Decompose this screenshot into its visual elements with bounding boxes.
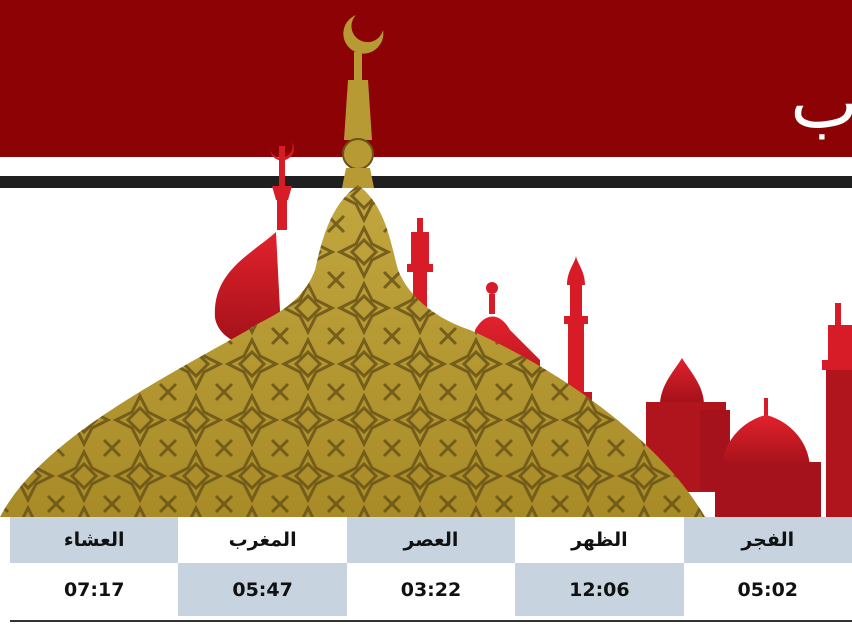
maghrib-time: 05:47 xyxy=(178,563,347,616)
dhuhr-name: الظهر xyxy=(515,517,684,563)
prayer-times-row: 07:17 05:47 03:22 12:06 05:02 xyxy=(10,563,852,616)
isha-time: 07:17 xyxy=(10,563,179,616)
divider-bar xyxy=(0,176,852,188)
banner-spacer xyxy=(0,157,852,176)
maghrib-name: المغرب xyxy=(178,517,347,563)
asr-name: العصر xyxy=(346,517,516,563)
red-minaret-right xyxy=(822,303,852,517)
prayer-names-row: العشاء المغرب العصر الظهر الفجر xyxy=(10,517,852,563)
prayer-times-table: العشاء المغرب العصر الظهر الفجر 07:17 05… xyxy=(10,517,852,616)
header-banner: ب xyxy=(0,0,852,157)
isha-name: العشاء xyxy=(10,517,179,563)
dhuhr-time: 12:06 xyxy=(515,563,684,616)
fajr-time: 05:02 xyxy=(683,563,852,616)
table-bottom-border xyxy=(10,620,852,622)
red-big-dome-building xyxy=(715,398,821,517)
banner-title: ب xyxy=(790,60,852,144)
golden-dome xyxy=(0,15,705,517)
fajr-name: الفجر xyxy=(683,517,852,563)
asr-time: 03:22 xyxy=(346,563,516,616)
